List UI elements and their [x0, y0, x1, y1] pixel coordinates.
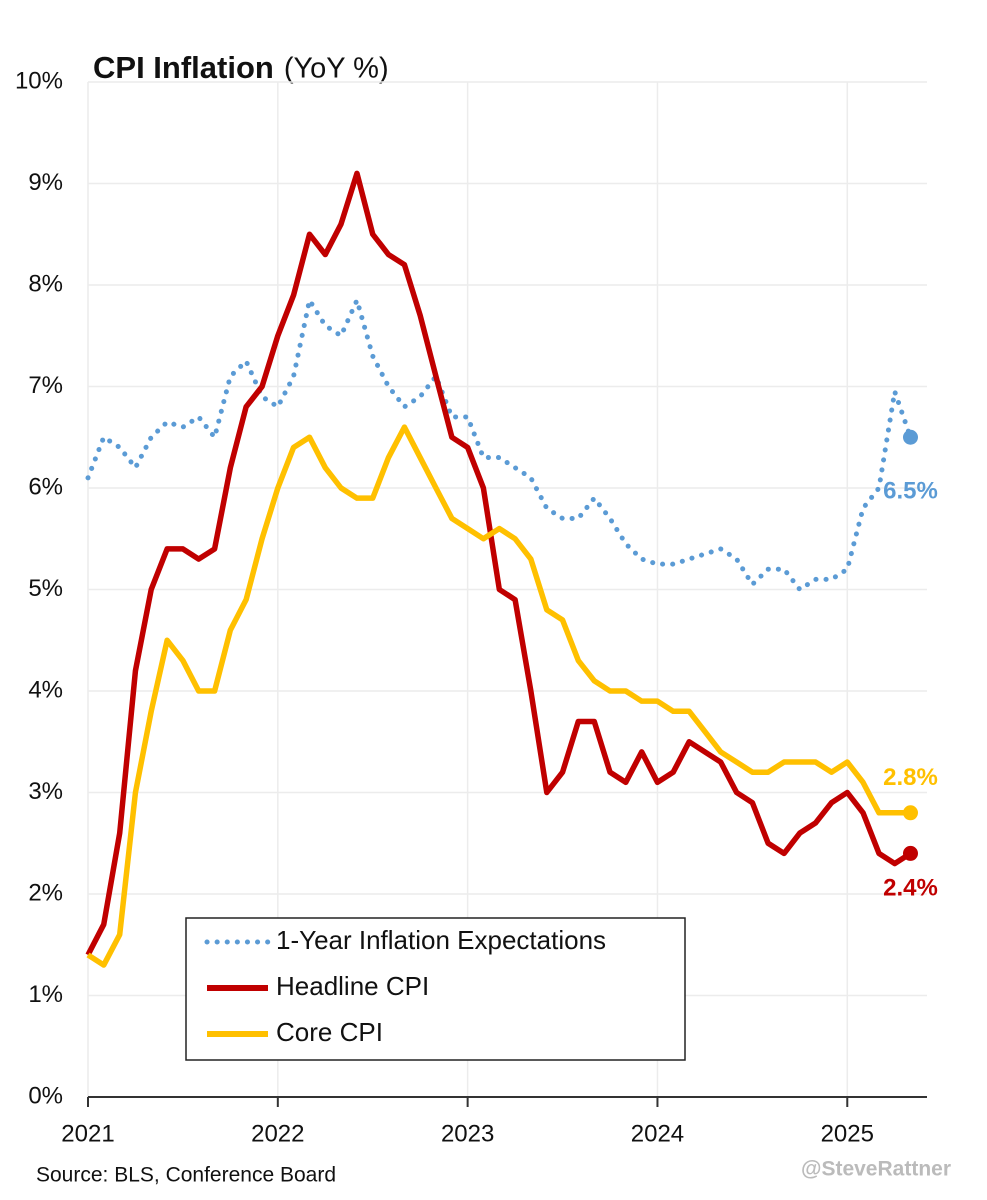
y-tick-label: 2% [28, 879, 63, 906]
source-note: Source: BLS, Conference Board [36, 1164, 336, 1187]
credit: @SteveRattner [801, 1158, 951, 1181]
x-tick-label: 2024 [631, 1120, 684, 1147]
y-tick-label: 3% [28, 778, 63, 805]
series-line [85, 297, 913, 592]
legend-label: 1-Year Inflation Expectations [276, 925, 606, 955]
y-tick-label: 5% [28, 575, 63, 602]
series-layer: 6.5% 2.4% 2.8% [85, 170, 938, 968]
end-label: 6.5% [883, 478, 938, 505]
end-point [902, 845, 918, 861]
x-tick-label: 2023 [441, 1120, 494, 1147]
legend: 1-Year Inflation Expectations Headline CP… [185, 917, 686, 1061]
end-label: 2.4% [883, 875, 938, 902]
chart-subtitle: (YoY %) [284, 53, 389, 85]
end-point [902, 429, 918, 445]
legend-label: Core CPI [276, 1017, 383, 1047]
y-tick-label: 0% [28, 1082, 63, 1109]
y-tick-label: 7% [28, 372, 63, 399]
y-tick-label: 1% [28, 981, 63, 1008]
grid: 0% 1% 2% 3% 4% 5% 6% 7% 8% 9% 10% 2021 2022 2023 2024 2… [15, 67, 927, 1147]
x-tick-label: 2025 [821, 1120, 874, 1147]
end-label: 2.8% [883, 764, 938, 791]
end-point [902, 805, 918, 821]
y-tick-label: 10% [15, 67, 63, 94]
y-tick-label: 4% [28, 676, 63, 703]
series-line [85, 170, 912, 957]
y-tick-label: 6% [28, 473, 63, 500]
chart-title: CPI Inflation [93, 50, 274, 85]
series-line [86, 424, 911, 968]
x-tick-label: 2022 [251, 1120, 304, 1147]
legend-label: Headline CPI [276, 971, 429, 1001]
y-tick-label: 9% [28, 169, 63, 196]
x-tick-label: 2021 [61, 1120, 114, 1147]
y-tick-label: 8% [28, 270, 63, 297]
